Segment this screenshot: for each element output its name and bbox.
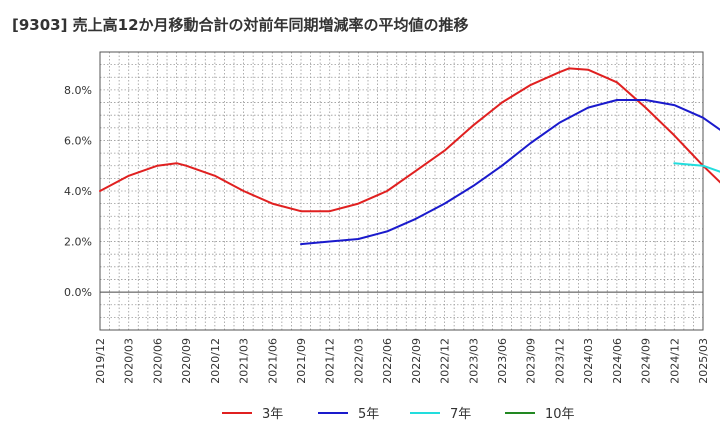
x-tick-label: 2022/06 <box>381 338 394 384</box>
x-tick-label: 2020/03 <box>123 338 136 384</box>
x-tick-label: 2020/12 <box>209 338 222 384</box>
series-line-3年 <box>99 67 720 213</box>
y-tick-label: 6.0% <box>64 134 92 147</box>
y-tick-label: 8.0% <box>64 84 92 97</box>
x-tick-label: 2023/12 <box>553 338 566 384</box>
x-tick-label: 2024/06 <box>611 338 624 384</box>
legend-label-10年: 10年 <box>545 407 575 422</box>
x-tick-label: 2024/12 <box>668 338 681 384</box>
x-tick-label: 2020/06 <box>151 338 164 384</box>
legend-label-7年: 7年 <box>450 407 471 422</box>
x-tick-label: 2024/03 <box>582 338 595 384</box>
legend-label-5年: 5年 <box>358 407 379 422</box>
x-tick-label: 2021/12 <box>324 338 337 384</box>
x-tick-label: 2022/12 <box>439 338 452 384</box>
legend-label-3年: 3年 <box>262 407 283 422</box>
x-tick-label: 2025/03 <box>697 338 710 384</box>
y-tick-label: 0.0% <box>64 286 92 299</box>
y-tick-label: 2.0% <box>64 236 92 249</box>
x-tick-label: 2020/09 <box>180 338 193 384</box>
x-tick-label: 2023/09 <box>525 338 538 384</box>
series-line-5年 <box>300 99 720 246</box>
x-tick-label: 2021/03 <box>238 338 251 384</box>
x-tick-label: 2022/09 <box>410 338 423 384</box>
x-tick-label: 2019/12 <box>94 338 107 384</box>
y-tick-label: 4.0% <box>64 185 92 198</box>
x-tick-label: 2022/03 <box>352 338 365 384</box>
x-tick-label: 2021/06 <box>266 338 279 384</box>
x-tick-label: 2023/06 <box>496 338 509 384</box>
x-tick-label: 2024/09 <box>640 338 653 384</box>
chart-title: [9303] 売上高12か月移動合計の対前年同期増減率の平均値の推移 <box>12 16 469 34</box>
x-tick-label: 2023/03 <box>467 338 480 384</box>
x-tick-label: 2021/09 <box>295 338 308 384</box>
